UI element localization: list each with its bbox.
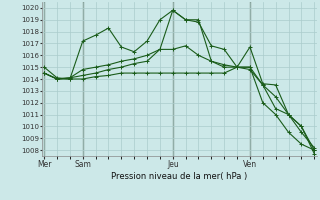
X-axis label: Pression niveau de la mer( hPa ): Pression niveau de la mer( hPa ) xyxy=(111,172,247,181)
